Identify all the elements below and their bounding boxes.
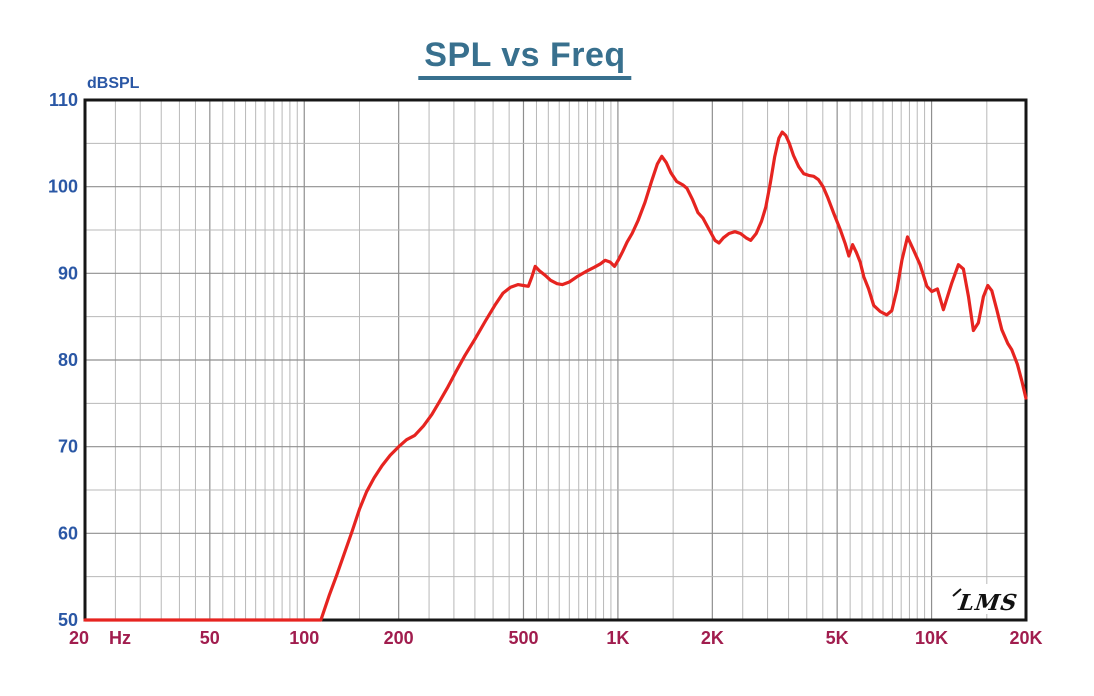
x-axis-tick-label: 1K — [606, 628, 629, 648]
lms-logo: LMS — [956, 590, 1019, 616]
x-axis-tick-label: 200 — [384, 628, 414, 648]
x-axis-tick-label: 5K — [826, 628, 849, 648]
watermark-tick — [952, 588, 962, 597]
y-axis-tick-label: 90 — [58, 263, 78, 283]
x-axis-tick-label: 2K — [701, 628, 724, 648]
spl-curve — [83, 130, 1028, 622]
y-axis-tick-label: 50 — [58, 610, 78, 630]
x-axis-tick-label: 500 — [508, 628, 538, 648]
y-axis-tick-label: 110 — [49, 90, 78, 110]
chart-title-text: SPL vs Freq — [418, 36, 632, 80]
x-axis-tick-label: 20K — [1009, 628, 1042, 648]
x-axis-tick-label: 50 — [200, 628, 220, 648]
y-axis-tick-label: 60 — [58, 523, 78, 543]
y-axis-unit-label: dBSPL — [87, 75, 140, 92]
x-axis-tick-label: 10K — [915, 628, 948, 648]
x-axis-unit-label: Hz — [109, 628, 131, 648]
chart-title: SPL vs Freq — [418, 36, 632, 80]
y-axis-tick-label: 80 — [58, 350, 78, 370]
x-axis-tick-label: 100 — [289, 628, 319, 648]
x-axis-tick-label: 20 — [69, 628, 89, 648]
y-axis-tick-label: 70 — [58, 437, 78, 457]
plot-border — [83, 98, 1028, 622]
y-axis-tick-label: 100 — [48, 177, 78, 197]
watermark-backdrop — [950, 584, 1022, 614]
